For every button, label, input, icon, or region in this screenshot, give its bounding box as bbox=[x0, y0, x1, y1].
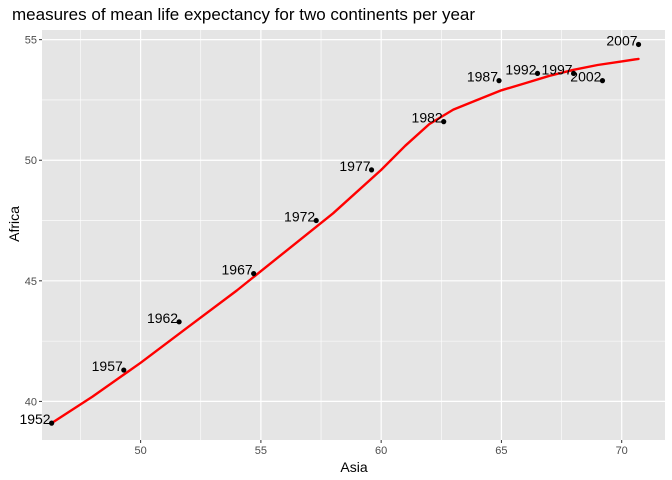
point-year-label: 2002 bbox=[570, 69, 601, 85]
data-point bbox=[368, 167, 375, 173]
point-year-label: 1992 bbox=[505, 61, 536, 77]
smooth-trend-line bbox=[50, 57, 640, 425]
data-point bbox=[599, 78, 606, 84]
x-tick-label: 60 bbox=[375, 445, 387, 457]
point-year-label: 1962 bbox=[147, 310, 178, 326]
point-year-label: 1997 bbox=[541, 61, 572, 77]
data-point bbox=[313, 217, 319, 224]
data-point bbox=[635, 41, 642, 48]
x-tick-label: 50 bbox=[134, 445, 146, 457]
data-point bbox=[251, 270, 257, 277]
x-axis-title: Asia bbox=[340, 459, 367, 475]
data-point bbox=[49, 420, 55, 426]
data-point bbox=[534, 70, 541, 77]
x-tick-label: 55 bbox=[255, 445, 267, 457]
point-year-label: 1967 bbox=[222, 262, 253, 278]
point-year-label: 1982 bbox=[412, 110, 443, 126]
plot-background bbox=[42, 30, 665, 440]
y-axis-title: Africa bbox=[6, 206, 22, 242]
y-tick-label: 40 bbox=[25, 396, 37, 408]
y-tick-label: 45 bbox=[25, 276, 37, 288]
plot-panel: 1952 1957 1962 1967 1972 1977 1982 1987 1992 1997… bbox=[19, 30, 665, 440]
data-point bbox=[176, 319, 182, 325]
x-tick-label: 65 bbox=[495, 445, 507, 457]
point-year-label: 1972 bbox=[284, 209, 315, 225]
data-point bbox=[121, 367, 127, 373]
data-point bbox=[496, 78, 502, 84]
data-point bbox=[441, 119, 447, 125]
point-year-label: 1977 bbox=[339, 158, 370, 174]
y-tick-label: 50 bbox=[25, 155, 37, 167]
chart-title: measures of mean life expectancy for two… bbox=[12, 5, 475, 24]
point-year-label: 1957 bbox=[92, 358, 123, 374]
point-year-label: 2007 bbox=[606, 32, 637, 48]
x-tick-label: 70 bbox=[616, 445, 628, 457]
point-year-label: 1987 bbox=[467, 69, 498, 85]
point-year-label: 1952 bbox=[19, 411, 50, 427]
y-tick-label: 55 bbox=[25, 35, 37, 47]
data-point bbox=[570, 70, 577, 77]
